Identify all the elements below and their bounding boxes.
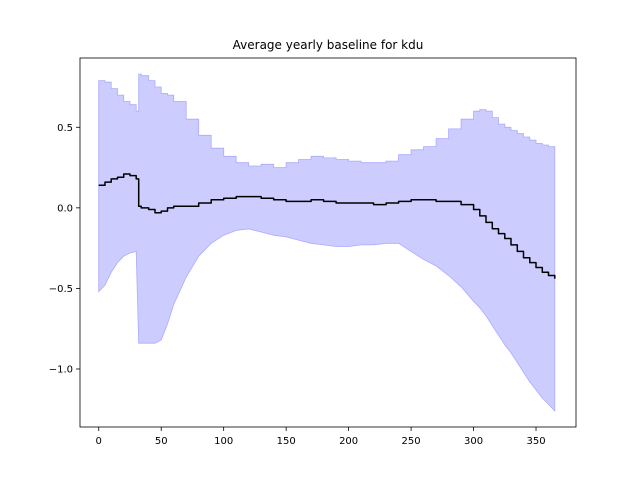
x-tick-label: 0 <box>96 436 102 447</box>
x-tick-label: 50 <box>155 436 168 447</box>
y-tick-label: −1.0 <box>49 364 73 375</box>
x-tick-label: 150 <box>277 436 296 447</box>
y-tick-label: 0.5 <box>57 123 73 134</box>
y-tick-label: −0.5 <box>49 284 73 295</box>
x-axis: 0 50 100 150 200 250 300 350 <box>96 427 546 447</box>
plot-area <box>98 73 556 412</box>
y-axis: 0.5 0.0 −0.5 −1.0 <box>49 123 80 375</box>
mean-line <box>98 173 556 279</box>
axes-frame <box>79 57 577 428</box>
x-tick-label: 200 <box>339 436 358 447</box>
x-tick-label: 250 <box>402 436 421 447</box>
y-tick-label: 0.0 <box>57 203 73 214</box>
x-tick-label: 100 <box>214 436 233 447</box>
chart-title: Average yearly baseline for kdu <box>233 38 424 52</box>
band-area <box>98 73 556 412</box>
x-tick-label: 300 <box>464 436 483 447</box>
x-tick-label: 350 <box>526 436 545 447</box>
